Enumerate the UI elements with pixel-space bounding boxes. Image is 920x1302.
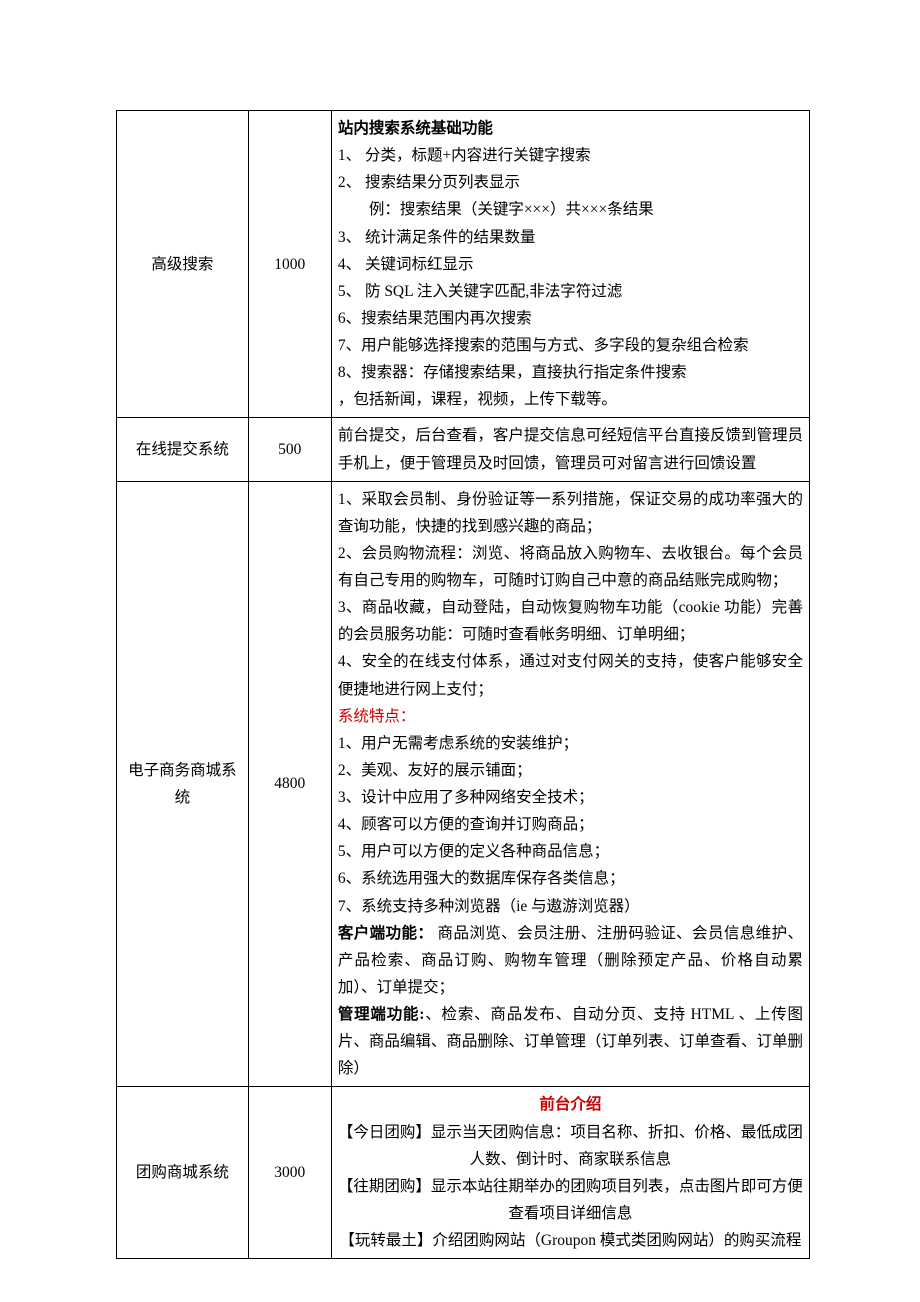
desc-line: ，包括新闻，课程，视频，上传下载等。 [338,386,803,413]
desc-text: 3、设计中应用了多种网络安全技术； [338,789,594,806]
desc-line: 2、会员购物流程：浏览、将商品放入购物车、去收银台。每个会员有自己专用的购物车，… [338,540,803,594]
desc-text: 4、顾客可以方便的查询并订购商品； [338,816,594,833]
cell-name: 团购商城系统 [117,1087,249,1259]
desc-text: 前台提交，后台查看，客户提交信息可经短信平台直接反馈到管理员手机上，便于管理员及… [338,427,803,471]
cell-price: 4800 [248,481,331,1087]
desc-text: 【往期团购】显示本站往期举办的团购项目列表，点击图片即可方便查看项目详细信息 [338,1178,803,1222]
desc-text: 7、系统支持多种浏览器（ie 与遨游浏览器） [338,898,640,915]
desc-text: ，包括新闻，课程，视频，上传下载等。 [338,391,617,408]
desc-line: 7、系统支持多种浏览器（ie 与遨游浏览器） [338,893,803,920]
desc-text: 例：搜索结果（关键字×××）共×××条结果 [369,201,654,218]
cell-description: 站内搜索系统基础功能 1、 分类，标题+内容进行关键字搜索 2、 搜索结果分页列表显… [331,111,809,418]
desc-line: 7、用户能够选择搜索的范围与方式、多字段的复杂组合检索 [338,332,803,359]
desc-line: 系统特点： [338,703,803,730]
desc-text: 1、 分类，标题+内容进行关键字搜索 [338,147,591,164]
desc-line: 3、 统计满足条件的结果数量 [338,224,803,251]
desc-text: 站内搜索系统基础功能 [338,120,493,137]
desc-text: 前台介绍 [539,1096,601,1113]
cell-description: 1、采取会员制、身份验证等一系列措施，保证交易的成功率强大的查询功能，快捷的找到… [331,481,809,1087]
desc-text: 7、用户能够选择搜索的范围与方式、多字段的复杂组合检索 [338,337,749,354]
pricing-table: 高级搜索1000 站内搜索系统基础功能 1、 分类，标题+内容进行关键字搜索 2、 搜… [116,110,810,1259]
desc-line: 2、美观、友好的展示铺面； [338,757,803,784]
desc-text: 3、 统计满足条件的结果数量 [338,229,536,246]
desc-text: 2、会员购物流程：浏览、将商品放入购物车、去收银台。每个会员有自己专用的购物车，… [338,545,803,589]
desc-line: 2、 搜索结果分页列表显示 [338,169,803,196]
desc-text: 4、 关键词标红显示 [338,256,474,273]
desc-line: 管理端功能:、检索、商品发布、自动分页、支持 HTML 、上传图片、商品编辑、商… [338,1001,803,1082]
desc-text: 1、采取会员制、身份验证等一系列措施，保证交易的成功率强大的查询功能，快捷的找到… [338,491,803,535]
desc-span: 管理端功能: [338,1006,425,1023]
desc-text: 8、搜索器：存储搜索结果，直接执行指定条件搜索 [338,364,687,381]
desc-line: 站内搜索系统基础功能 [338,115,803,142]
desc-line: 前台提交，后台查看，客户提交信息可经短信平台直接反馈到管理员手机上，便于管理员及… [338,422,803,476]
desc-line: 4、安全的在线支付体系，通过对支付网关的支持，使客户能够安全便捷地进行网上支付； [338,648,803,702]
cell-price: 1000 [248,111,331,418]
desc-text: 2、美观、友好的展示铺面； [338,762,532,779]
desc-text: 2、 搜索结果分页列表显示 [338,174,520,191]
desc-line: 前台介绍 [338,1091,803,1118]
cell-name: 在线提交系统 [117,418,249,481]
desc-line: 6、搜索结果范围内再次搜索 [338,305,803,332]
table-row: 电子商务商城系统48001、采取会员制、身份验证等一系列措施，保证交易的成功率强… [117,481,810,1087]
desc-line: 例：搜索结果（关键字×××）共×××条结果 [338,196,803,223]
desc-line: 【玩转最土】介绍团购网站（Groupon 模式类团购网站）的购买流程 [338,1227,803,1254]
desc-text: 【玩转最土】介绍团购网站（Groupon 模式类团购网站）的购买流程 [339,1232,801,1249]
cell-name: 高级搜索 [117,111,249,418]
desc-text: 3、商品收藏，自动登陆，自动恢复购物车功能（cookie 功能）完善的会员服务功… [338,599,803,643]
desc-line: 客户端功能： 商品浏览、会员注册、注册码验证、会员信息维护、产品检索、商品订购、… [338,920,803,1001]
table-row: 团购商城系统3000前台介绍【今日团购】显示当天团购信息：项目名称、折扣、价格、… [117,1087,810,1259]
desc-line: 【往期团购】显示本站往期举办的团购项目列表，点击图片即可方便查看项目详细信息 [338,1173,803,1227]
desc-line: 4、顾客可以方便的查询并订购商品； [338,811,803,838]
desc-span: 客户端功能： [338,925,433,942]
desc-text: 5、用户可以方便的定义各种商品信息； [338,843,609,860]
desc-text: 1、用户无需考虑系统的安装维护； [338,735,578,752]
table-row: 高级搜索1000 站内搜索系统基础功能 1、 分类，标题+内容进行关键字搜索 2、 搜… [117,111,810,418]
desc-line: 1、用户无需考虑系统的安装维护； [338,730,803,757]
desc-text: 6、搜索结果范围内再次搜索 [338,310,532,327]
desc-text: 4、安全的在线支付体系，通过对支付网关的支持，使客户能够安全便捷地进行网上支付； [338,653,803,697]
desc-line: 6、系统选用强大的数据库保存各类信息； [338,865,803,892]
desc-line: 3、设计中应用了多种网络安全技术； [338,784,803,811]
desc-line: 4、 关键词标红显示 [338,251,803,278]
cell-description: 前台介绍【今日团购】显示当天团购信息：项目名称、折扣、价格、最低成团人数、倒计时… [331,1087,809,1259]
desc-line: 8、搜索器：存储搜索结果，直接执行指定条件搜索 [338,359,803,386]
desc-text: 5、 防 SQL 注入关键字匹配,非法字符过滤 [338,283,622,300]
desc-text: 6、系统选用强大的数据库保存各类信息； [338,870,625,887]
cell-price: 3000 [248,1087,331,1259]
desc-line: 5、用户可以方便的定义各种商品信息； [338,838,803,865]
cell-price: 500 [248,418,331,481]
cell-name: 电子商务商城系统 [117,481,249,1087]
cell-description: 前台提交，后台查看，客户提交信息可经短信平台直接反馈到管理员手机上，便于管理员及… [331,418,809,481]
desc-text: 系统特点： [338,708,416,725]
desc-line: 3、商品收藏，自动登陆，自动恢复购物车功能（cookie 功能）完善的会员服务功… [338,594,803,648]
desc-line: 1、采取会员制、身份验证等一系列措施，保证交易的成功率强大的查询功能，快捷的找到… [338,486,803,540]
desc-line: 1、 分类，标题+内容进行关键字搜索 [338,142,803,169]
desc-line: 【今日团购】显示当天团购信息：项目名称、折扣、价格、最低成团人数、倒计时、商家联… [338,1119,803,1173]
desc-line: 5、 防 SQL 注入关键字匹配,非法字符过滤 [338,278,803,305]
table-row: 在线提交系统500前台提交，后台查看，客户提交信息可经短信平台直接反馈到管理员手… [117,418,810,481]
desc-text: 【今日团购】显示当天团购信息：项目名称、折扣、价格、最低成团人数、倒计时、商家联… [338,1124,803,1168]
